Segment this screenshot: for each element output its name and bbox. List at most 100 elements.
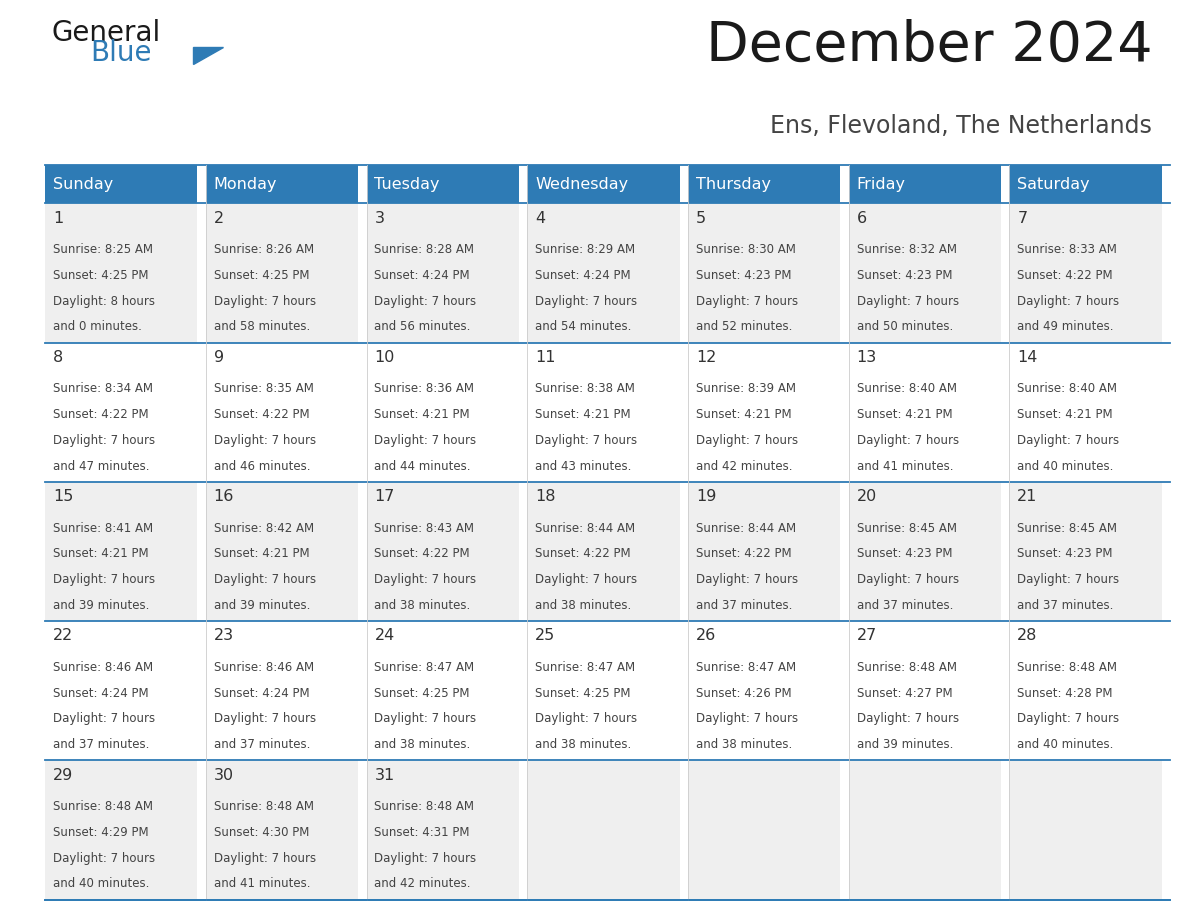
- Bar: [688, 760, 840, 900]
- Text: Sunset: 4:22 PM: Sunset: 4:22 PM: [53, 409, 148, 421]
- Text: 4: 4: [535, 211, 545, 226]
- Polygon shape: [192, 47, 223, 64]
- Text: Daylight: 8 hours: Daylight: 8 hours: [53, 295, 154, 308]
- Text: Daylight: 7 hours: Daylight: 7 hours: [857, 712, 959, 725]
- Bar: [848, 760, 1001, 900]
- Text: Daylight: 7 hours: Daylight: 7 hours: [857, 295, 959, 308]
- Bar: [367, 342, 519, 482]
- Text: Sunset: 4:23 PM: Sunset: 4:23 PM: [696, 269, 791, 282]
- Bar: [688, 342, 840, 482]
- Text: Sunrise: 8:48 AM: Sunrise: 8:48 AM: [857, 661, 956, 674]
- Text: Sunset: 4:25 PM: Sunset: 4:25 PM: [535, 687, 631, 700]
- Text: Sunset: 4:23 PM: Sunset: 4:23 PM: [857, 547, 952, 560]
- Bar: [527, 760, 680, 900]
- Bar: [367, 482, 519, 621]
- Text: and 37 minutes.: and 37 minutes.: [214, 738, 310, 751]
- Text: and 49 minutes.: and 49 minutes.: [1017, 320, 1114, 333]
- Text: Sunset: 4:24 PM: Sunset: 4:24 PM: [53, 687, 148, 700]
- Text: 27: 27: [857, 629, 877, 644]
- Text: Daylight: 7 hours: Daylight: 7 hours: [1017, 434, 1119, 447]
- Text: Sunrise: 8:44 AM: Sunrise: 8:44 AM: [696, 521, 796, 534]
- Text: 10: 10: [374, 350, 394, 365]
- Bar: [206, 342, 358, 482]
- Text: Daylight: 7 hours: Daylight: 7 hours: [1017, 295, 1119, 308]
- Text: Daylight: 7 hours: Daylight: 7 hours: [53, 852, 156, 865]
- Bar: [848, 621, 1001, 760]
- Text: Thursday: Thursday: [696, 177, 771, 192]
- Text: Daylight: 7 hours: Daylight: 7 hours: [857, 434, 959, 447]
- Text: Sunday: Sunday: [53, 177, 113, 192]
- Text: Sunset: 4:21 PM: Sunset: 4:21 PM: [535, 409, 631, 421]
- Bar: [206, 482, 358, 621]
- Text: 16: 16: [214, 489, 234, 504]
- Text: Daylight: 7 hours: Daylight: 7 hours: [535, 295, 637, 308]
- Bar: [848, 342, 1001, 482]
- Text: and 37 minutes.: and 37 minutes.: [53, 738, 150, 751]
- Text: and 43 minutes.: and 43 minutes.: [535, 460, 632, 473]
- Text: Sunrise: 8:47 AM: Sunrise: 8:47 AM: [374, 661, 474, 674]
- Text: Sunrise: 8:44 AM: Sunrise: 8:44 AM: [535, 521, 636, 534]
- Text: and 44 minutes.: and 44 minutes.: [374, 460, 470, 473]
- Text: Sunrise: 8:38 AM: Sunrise: 8:38 AM: [535, 382, 636, 396]
- Text: Sunset: 4:22 PM: Sunset: 4:22 PM: [374, 547, 470, 560]
- Text: and 42 minutes.: and 42 minutes.: [374, 878, 470, 890]
- Text: Sunset: 4:22 PM: Sunset: 4:22 PM: [1017, 269, 1113, 282]
- Bar: [206, 204, 358, 342]
- Text: General: General: [52, 18, 162, 47]
- Bar: [527, 621, 680, 760]
- Bar: [527, 482, 680, 621]
- Text: 12: 12: [696, 350, 716, 365]
- Text: Sunset: 4:24 PM: Sunset: 4:24 PM: [535, 269, 631, 282]
- Text: Sunset: 4:22 PM: Sunset: 4:22 PM: [696, 547, 791, 560]
- Bar: [848, 482, 1001, 621]
- Text: Daylight: 7 hours: Daylight: 7 hours: [374, 712, 476, 725]
- Text: Friday: Friday: [857, 177, 905, 192]
- Text: and 58 minutes.: and 58 minutes.: [214, 320, 310, 333]
- Text: Daylight: 7 hours: Daylight: 7 hours: [857, 573, 959, 586]
- Bar: [45, 342, 197, 482]
- Text: 7: 7: [1017, 211, 1028, 226]
- Text: 11: 11: [535, 350, 556, 365]
- Text: Sunset: 4:22 PM: Sunset: 4:22 PM: [535, 547, 631, 560]
- Text: Sunset: 4:21 PM: Sunset: 4:21 PM: [374, 409, 470, 421]
- Bar: [527, 204, 680, 342]
- Text: Daylight: 7 hours: Daylight: 7 hours: [696, 712, 798, 725]
- Text: Sunset: 4:25 PM: Sunset: 4:25 PM: [214, 269, 309, 282]
- Text: Tuesday: Tuesday: [374, 177, 440, 192]
- Text: Daylight: 7 hours: Daylight: 7 hours: [696, 573, 798, 586]
- Bar: [1010, 342, 1162, 482]
- Text: Sunset: 4:23 PM: Sunset: 4:23 PM: [857, 269, 952, 282]
- Text: 25: 25: [535, 629, 556, 644]
- Text: Sunrise: 8:43 AM: Sunrise: 8:43 AM: [374, 521, 474, 534]
- Bar: [527, 342, 680, 482]
- Text: Sunset: 4:22 PM: Sunset: 4:22 PM: [214, 409, 309, 421]
- Text: and 50 minutes.: and 50 minutes.: [857, 320, 953, 333]
- Text: 5: 5: [696, 211, 706, 226]
- Text: and 52 minutes.: and 52 minutes.: [696, 320, 792, 333]
- Text: Daylight: 7 hours: Daylight: 7 hours: [53, 434, 156, 447]
- Text: and 39 minutes.: and 39 minutes.: [214, 599, 310, 612]
- Bar: [1010, 760, 1162, 900]
- Text: Sunrise: 8:33 AM: Sunrise: 8:33 AM: [1017, 243, 1117, 256]
- Text: Sunrise: 8:46 AM: Sunrise: 8:46 AM: [214, 661, 314, 674]
- Text: Sunset: 4:29 PM: Sunset: 4:29 PM: [53, 826, 148, 839]
- Text: and 40 minutes.: and 40 minutes.: [1017, 460, 1113, 473]
- Text: Sunrise: 8:47 AM: Sunrise: 8:47 AM: [535, 661, 636, 674]
- Text: Sunrise: 8:48 AM: Sunrise: 8:48 AM: [374, 800, 474, 813]
- Text: Sunset: 4:30 PM: Sunset: 4:30 PM: [214, 826, 309, 839]
- Bar: [688, 204, 840, 342]
- Text: Blue: Blue: [90, 39, 152, 67]
- Text: 21: 21: [1017, 489, 1037, 504]
- Text: Sunset: 4:24 PM: Sunset: 4:24 PM: [214, 687, 309, 700]
- Bar: [848, 165, 1001, 204]
- Text: Daylight: 7 hours: Daylight: 7 hours: [53, 573, 156, 586]
- Text: Sunset: 4:21 PM: Sunset: 4:21 PM: [857, 409, 953, 421]
- Text: Sunrise: 8:32 AM: Sunrise: 8:32 AM: [857, 243, 956, 256]
- Text: 13: 13: [857, 350, 877, 365]
- Text: Daylight: 7 hours: Daylight: 7 hours: [53, 712, 156, 725]
- Text: Sunset: 4:23 PM: Sunset: 4:23 PM: [1017, 547, 1113, 560]
- Text: Daylight: 7 hours: Daylight: 7 hours: [214, 434, 316, 447]
- Text: Sunrise: 8:48 AM: Sunrise: 8:48 AM: [53, 800, 153, 813]
- Text: Daylight: 7 hours: Daylight: 7 hours: [214, 852, 316, 865]
- Bar: [688, 165, 840, 204]
